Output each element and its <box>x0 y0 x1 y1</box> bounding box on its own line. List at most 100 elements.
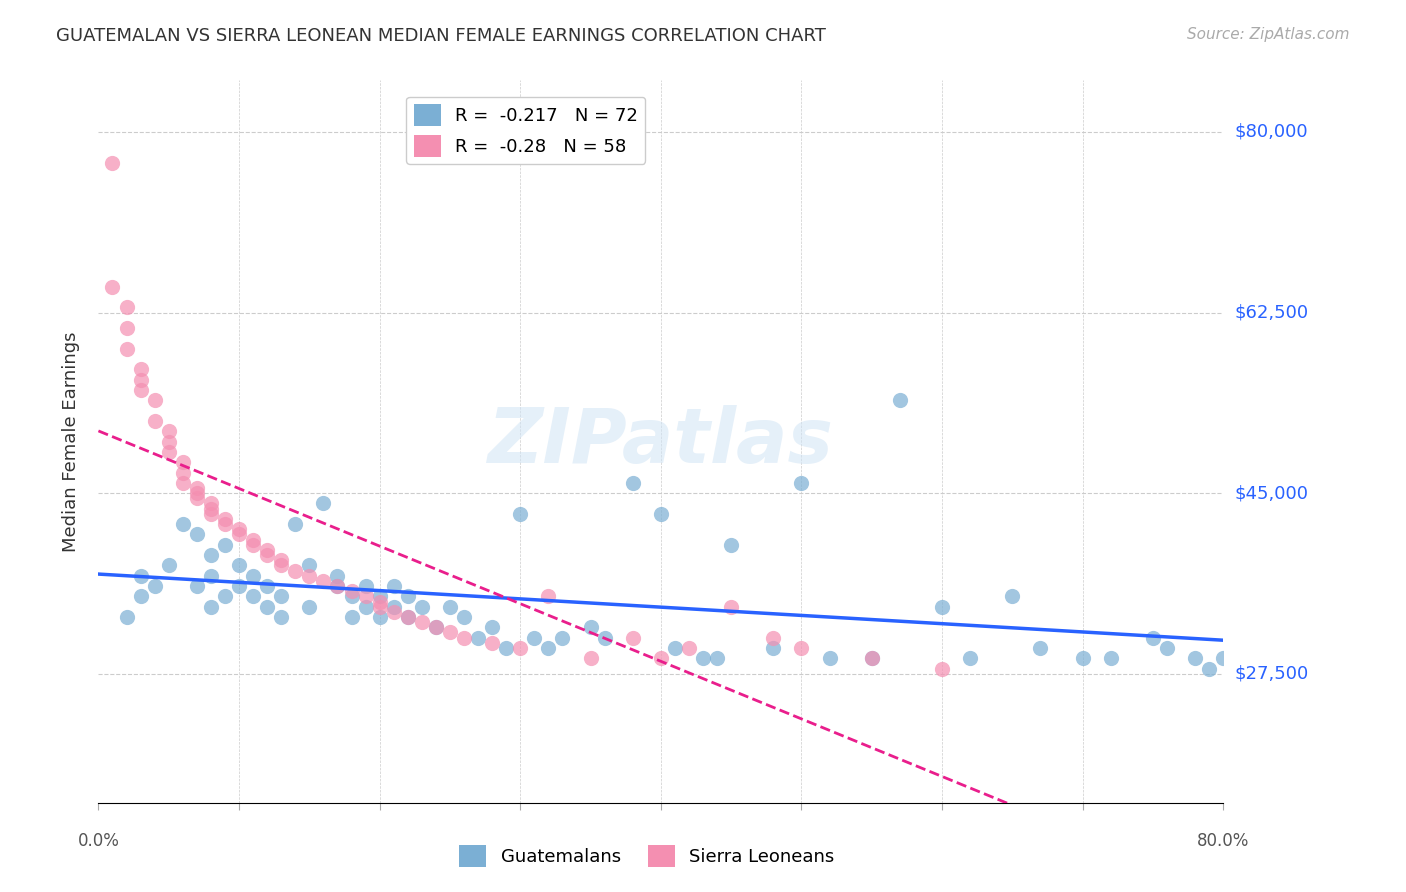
Y-axis label: Median Female Earnings: Median Female Earnings <box>62 331 80 552</box>
Point <box>312 496 335 510</box>
Point <box>326 579 349 593</box>
Point <box>368 610 391 624</box>
Point <box>129 383 152 397</box>
Point <box>551 631 574 645</box>
Point <box>157 424 180 438</box>
Point <box>720 538 742 552</box>
Point <box>200 599 222 614</box>
Point <box>790 475 813 490</box>
Point <box>509 640 531 655</box>
Point <box>1184 651 1206 665</box>
Text: $80,000: $80,000 <box>1234 123 1308 141</box>
Point <box>509 507 531 521</box>
Point <box>157 445 180 459</box>
Text: $27,500: $27,500 <box>1234 665 1309 682</box>
Point <box>186 481 208 495</box>
Point <box>1212 651 1234 665</box>
Point <box>242 538 264 552</box>
Point <box>481 620 503 634</box>
Point <box>368 590 391 604</box>
Point <box>340 610 363 624</box>
Point <box>762 640 785 655</box>
Point <box>1142 631 1164 645</box>
Point <box>129 568 152 582</box>
Point <box>172 517 194 532</box>
Point <box>481 636 503 650</box>
Point <box>298 558 321 573</box>
Text: GUATEMALAN VS SIERRA LEONEAN MEDIAN FEMALE EARNINGS CORRELATION CHART: GUATEMALAN VS SIERRA LEONEAN MEDIAN FEMA… <box>56 27 827 45</box>
Point <box>270 590 292 604</box>
Point <box>298 568 321 582</box>
Text: Source: ZipAtlas.com: Source: ZipAtlas.com <box>1187 27 1350 42</box>
Point <box>396 590 419 604</box>
Point <box>228 522 250 536</box>
Point <box>621 631 644 645</box>
Point <box>284 564 307 578</box>
Point <box>382 599 405 614</box>
Point <box>354 579 377 593</box>
Point <box>298 599 321 614</box>
Legend: Guatemalans, Sierra Leoneans: Guatemalans, Sierra Leoneans <box>451 838 842 874</box>
Point <box>354 590 377 604</box>
Point <box>242 533 264 547</box>
Point <box>214 512 236 526</box>
Point <box>340 584 363 599</box>
Text: ZIPatlas: ZIPatlas <box>488 405 834 478</box>
Point <box>200 496 222 510</box>
Point <box>242 590 264 604</box>
Point <box>354 599 377 614</box>
Point <box>270 610 292 624</box>
Point <box>242 568 264 582</box>
Point <box>931 599 953 614</box>
Point <box>706 651 728 665</box>
Text: $62,500: $62,500 <box>1234 303 1309 321</box>
Point <box>453 631 475 645</box>
Point <box>172 475 194 490</box>
Point <box>1099 651 1122 665</box>
Point <box>439 599 461 614</box>
Point <box>523 631 546 645</box>
Point <box>157 558 180 573</box>
Point <box>284 517 307 532</box>
Point <box>537 640 560 655</box>
Point <box>115 610 138 624</box>
Point <box>200 548 222 562</box>
Point <box>129 590 152 604</box>
Point <box>256 548 278 562</box>
Point <box>270 553 292 567</box>
Point <box>129 362 152 376</box>
Point <box>368 599 391 614</box>
Text: 0.0%: 0.0% <box>77 831 120 850</box>
Point <box>678 640 700 655</box>
Point <box>495 640 517 655</box>
Point <box>200 501 222 516</box>
Point <box>143 414 166 428</box>
Point <box>621 475 644 490</box>
Point <box>411 599 433 614</box>
Point <box>256 579 278 593</box>
Point <box>396 610 419 624</box>
Legend: R =  -0.217   N = 72, R =  -0.28   N = 58: R = -0.217 N = 72, R = -0.28 N = 58 <box>406 96 645 164</box>
Point <box>425 620 447 634</box>
Point <box>650 651 672 665</box>
Point <box>186 486 208 500</box>
Point <box>115 342 138 356</box>
Point <box>467 631 489 645</box>
Point <box>818 651 841 665</box>
Point <box>790 640 813 655</box>
Point <box>720 599 742 614</box>
Point <box>931 662 953 676</box>
Point <box>340 590 363 604</box>
Point <box>382 605 405 619</box>
Point <box>396 610 419 624</box>
Point <box>186 491 208 506</box>
Point <box>172 455 194 469</box>
Point <box>593 631 616 645</box>
Point <box>692 651 714 665</box>
Point <box>425 620 447 634</box>
Point <box>439 625 461 640</box>
Point <box>228 527 250 541</box>
Point <box>537 590 560 604</box>
Point <box>1156 640 1178 655</box>
Point <box>579 620 602 634</box>
